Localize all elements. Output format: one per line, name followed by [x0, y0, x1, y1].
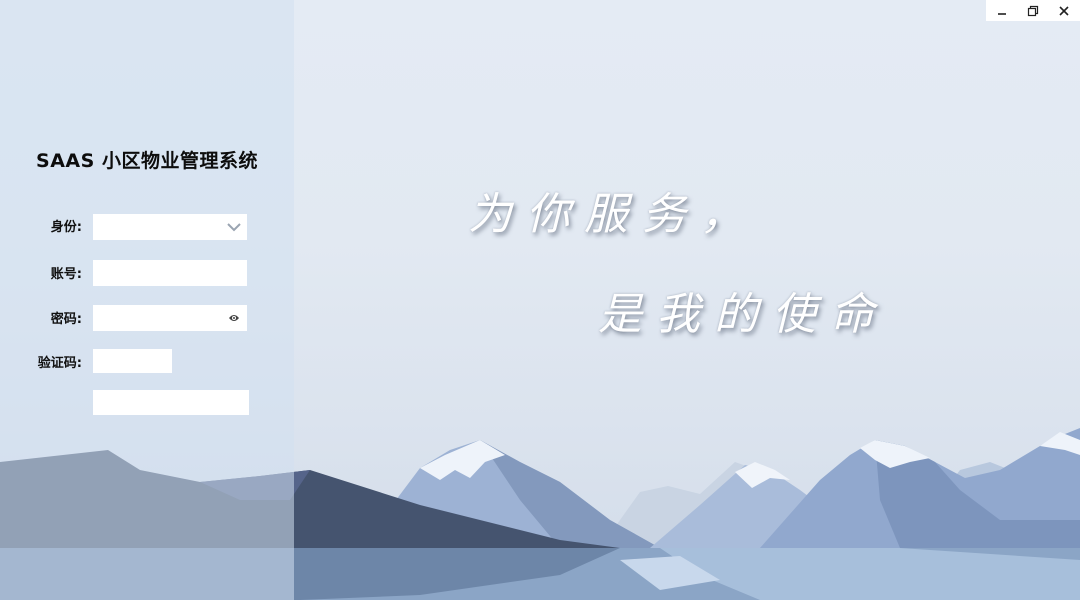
captcha-label: 验证码: [37, 356, 82, 371]
blue-mountain-left-shade [480, 440, 660, 548]
password-input[interactable] [93, 305, 221, 331]
blue-mountain-right-shade [875, 440, 1080, 548]
snow-cap-center [735, 462, 790, 488]
lake-reflection-right [660, 548, 1080, 600]
snow-cap-right [860, 440, 930, 468]
restore-icon [1027, 5, 1039, 16]
restore-button[interactable] [1022, 0, 1044, 21]
minimize-icon [997, 12, 1006, 15]
eye-icon [229, 315, 239, 321]
close-button[interactable] [1053, 0, 1075, 21]
slogan-line-1: 为你服务， [468, 189, 758, 240]
slogan-line-2: 是我的使命 [598, 289, 888, 340]
minimize-button[interactable] [991, 0, 1013, 21]
account-input[interactable] [93, 260, 247, 286]
chevron-down-icon[interactable] [227, 222, 241, 232]
identity-select[interactable] [93, 214, 247, 240]
password-label: 密码: [50, 312, 82, 327]
account-label: 账号: [50, 267, 82, 282]
login-button[interactable] [93, 390, 249, 415]
app-title: SAAS 小区物业管理系统 [36, 150, 258, 172]
snow-cap-left [420, 440, 505, 480]
captcha-input[interactable] [93, 349, 172, 373]
close-icon [1059, 5, 1069, 16]
snow-cap-far-right [1040, 432, 1080, 455]
show-password-button[interactable] [221, 305, 247, 331]
login-panel [0, 0, 294, 600]
lake-sparkle [620, 556, 720, 590]
identity-label: 身份: [50, 220, 82, 235]
window-controls [986, 0, 1080, 21]
